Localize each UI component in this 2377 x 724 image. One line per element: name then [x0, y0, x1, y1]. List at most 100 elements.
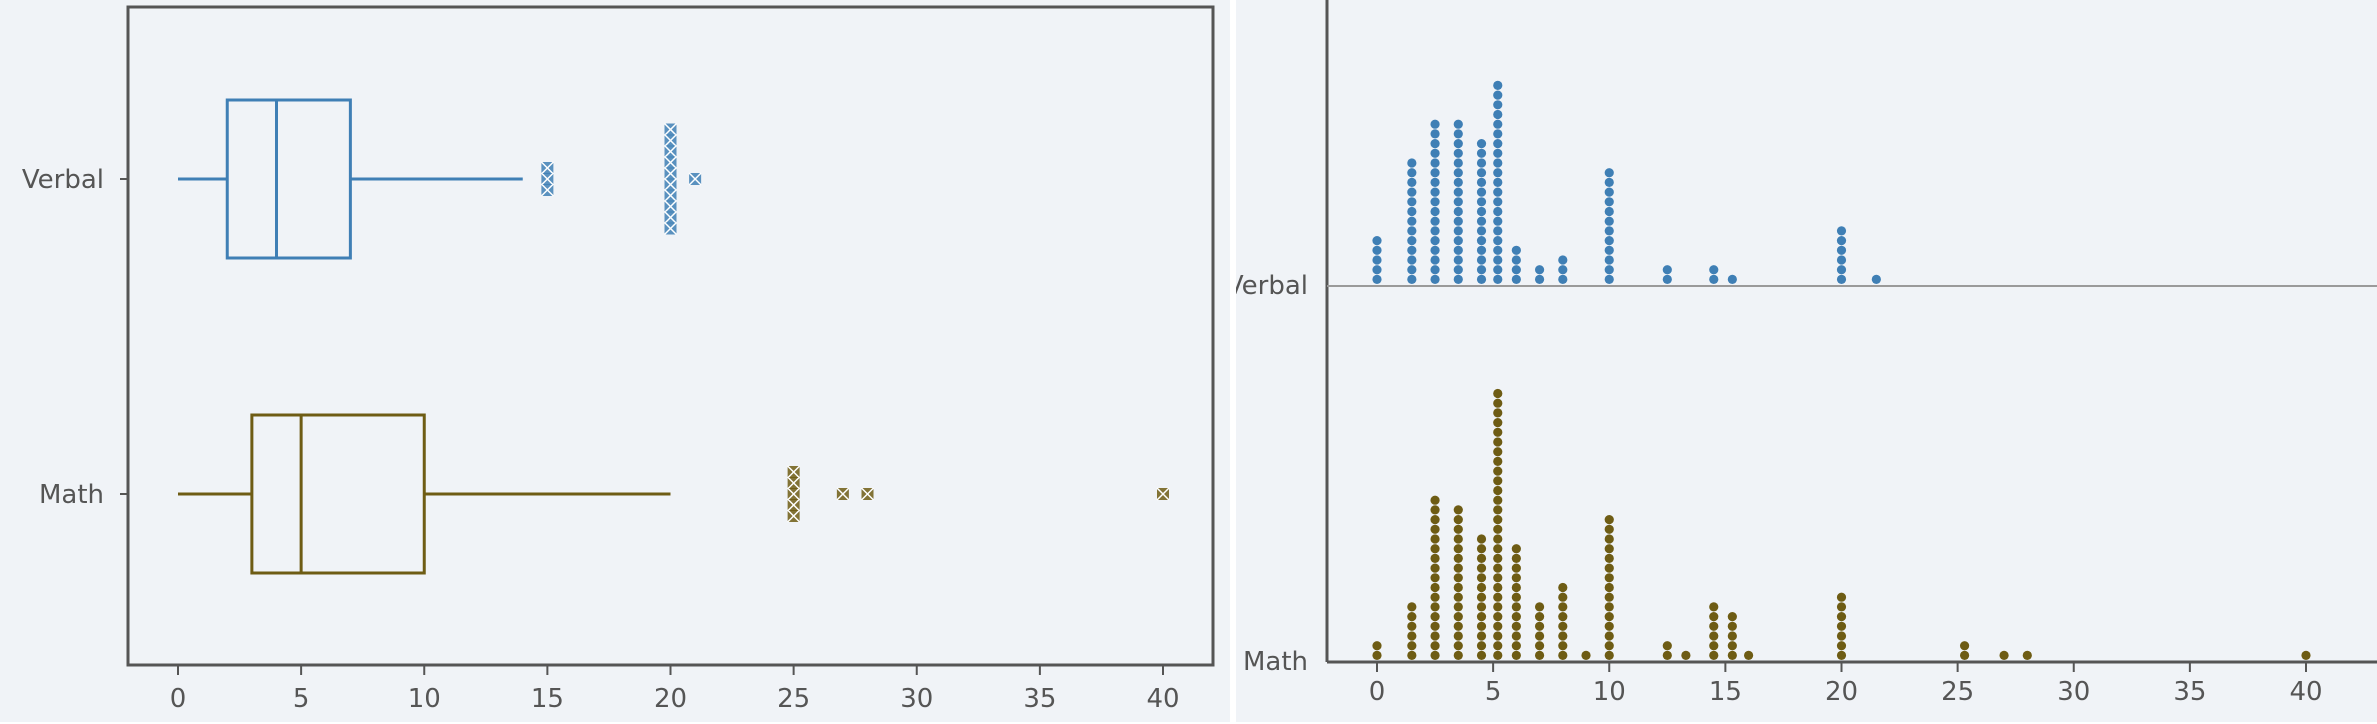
data-dot [1604, 573, 1614, 583]
data-dot [1558, 612, 1568, 622]
data-dot [1493, 582, 1503, 593]
outlier-marker [663, 166, 678, 181]
data-dot [1604, 206, 1614, 217]
data-dot [1407, 265, 1417, 275]
data-dot [1493, 187, 1503, 197]
data-dot [1453, 602, 1463, 612]
x-tick-label: 5 [1485, 677, 1502, 707]
data-dot [1453, 236, 1463, 246]
data-dot [1476, 621, 1487, 631]
outlier-cross-b [1156, 487, 1170, 501]
data-dot [1836, 226, 1847, 236]
data-dot [1662, 274, 1672, 284]
data-dot [1453, 524, 1463, 534]
data-dot [1493, 100, 1503, 110]
data-dot [1493, 602, 1503, 612]
outlier-marker [688, 172, 702, 186]
data-dot [1511, 612, 1521, 622]
data-dot [1453, 129, 1463, 139]
data-dot [1999, 650, 2009, 661]
data-dot [1709, 641, 1719, 651]
data-dot [1453, 612, 1463, 622]
data-dot [1372, 236, 1382, 246]
data-dot [1407, 245, 1417, 255]
data-dot [1430, 650, 1440, 661]
data-dot [1372, 650, 1382, 661]
data-dot [1727, 641, 1737, 651]
data-dot [1662, 265, 1672, 275]
data-dot [1476, 177, 1487, 187]
data-dot [1836, 265, 1847, 275]
data-dot [1581, 650, 1591, 661]
outlier-cross-b [663, 188, 678, 203]
outlier-marker [836, 487, 850, 501]
data-dot [1604, 602, 1614, 612]
x-tick-label: 35 [1023, 684, 1056, 714]
data-dot [1493, 236, 1503, 246]
data-dot [1604, 226, 1614, 236]
data-dot [1604, 621, 1614, 631]
outlier-cross-b [787, 487, 801, 501]
data-dot [1476, 158, 1487, 168]
x-tick-label: 10 [1593, 677, 1626, 707]
data-dot [1604, 612, 1614, 622]
x-tick-label: 10 [408, 684, 441, 714]
data-dot [1604, 255, 1614, 265]
dot-series-verbal [1372, 80, 1881, 284]
outlier-cross-b [540, 161, 554, 175]
data-dot [1744, 650, 1754, 661]
outlier-cross-b [787, 465, 801, 479]
data-dot [1836, 592, 1847, 602]
data-dot [1534, 621, 1545, 631]
data-dot [1558, 265, 1568, 275]
outlier-cross-b [836, 487, 850, 501]
outlier-marker [787, 498, 801, 512]
data-dot [1430, 582, 1440, 593]
data-dot [1476, 245, 1487, 255]
data-dot [1558, 582, 1568, 593]
data-dot [1604, 553, 1614, 564]
data-dot [1493, 524, 1503, 534]
data-dot [1453, 216, 1463, 226]
box-series-verbal [178, 98, 702, 260]
data-dot [1558, 602, 1568, 612]
data-dot [1493, 495, 1503, 505]
data-dot [1493, 573, 1503, 583]
data-dot [1709, 621, 1719, 631]
data-dot [1476, 582, 1487, 593]
data-dot [1709, 631, 1719, 641]
outlier-marker [663, 210, 678, 225]
data-dot [1453, 245, 1463, 255]
outlier-marker [663, 122, 678, 137]
data-dot [1493, 255, 1503, 265]
data-dot [1476, 187, 1487, 197]
outlier-cross-b [663, 166, 678, 181]
data-dot [1836, 255, 1847, 265]
data-dot [1604, 544, 1614, 554]
data-dot [1511, 631, 1521, 641]
data-dot [1493, 168, 1503, 178]
data-dot [1493, 466, 1503, 476]
data-dot [1836, 236, 1847, 246]
data-dot [1453, 650, 1463, 661]
data-dot [1493, 631, 1503, 641]
data-dot [1558, 274, 1568, 284]
data-dot [1493, 265, 1503, 275]
data-dot [1430, 495, 1440, 505]
data-dot [1430, 274, 1440, 284]
data-dot [1604, 650, 1614, 661]
data-dot [1476, 197, 1487, 207]
data-dot [1493, 456, 1503, 466]
data-dot [1604, 631, 1614, 641]
data-dot [1476, 206, 1487, 217]
x-tick-label: 20 [654, 684, 687, 714]
data-dot [1372, 265, 1382, 275]
data-dot [1407, 602, 1417, 612]
x-tick-label: 25 [777, 684, 810, 714]
data-dot [1836, 650, 1847, 661]
data-dot [1453, 139, 1463, 149]
outlier-cross-b [663, 155, 678, 170]
outlier-marker [663, 144, 678, 159]
data-dot [2301, 650, 2311, 661]
data-dot [1430, 236, 1440, 246]
